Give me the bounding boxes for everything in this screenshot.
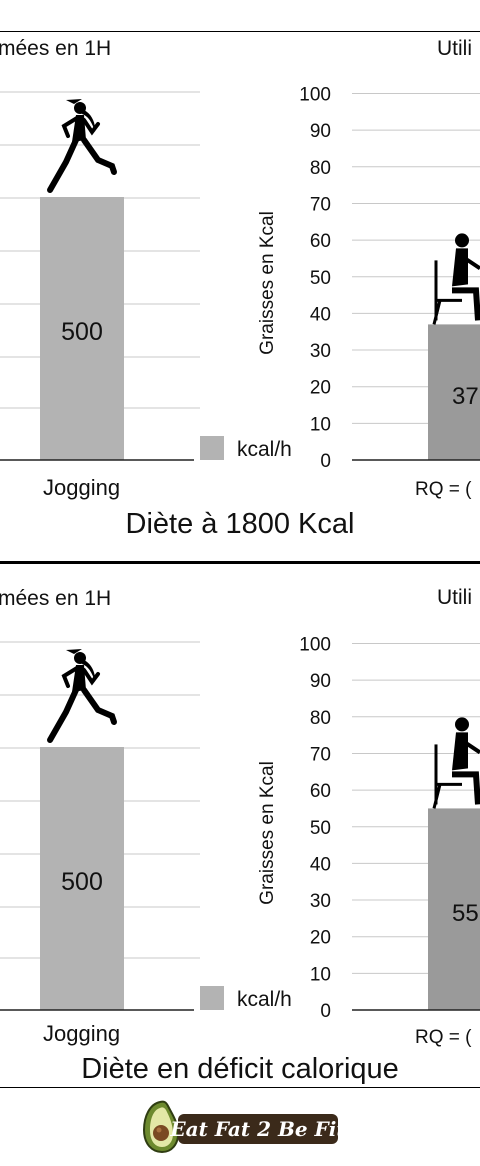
right-chart-title: Utili <box>437 586 472 609</box>
brand-logo: Eat Fat 2 Be Fit <box>142 1100 342 1154</box>
runner-ponytail <box>82 110 96 132</box>
right-chart-title: Utili <box>437 37 472 60</box>
sitter-icon <box>432 233 480 325</box>
left-chart-title: mées en 1H <box>0 37 112 60</box>
sitter-legs <box>452 771 480 805</box>
right-chart: 0 10 20 30 40 50 60 70 80 90 100 55 Graisses en Kcal <box>257 635 480 1022</box>
runner-torso <box>72 665 86 692</box>
panel-1800kcal: mées en 1H Utili 500 0 10 20 30 40 50 60 70 80 90 1… <box>0 0 480 540</box>
runner-cap <box>66 99 82 104</box>
bottom-rule <box>0 1087 480 1088</box>
y-tick-label: 50 <box>310 818 331 839</box>
y-tick-label: 100 <box>299 635 331 656</box>
y-tick-label: 70 <box>310 744 331 765</box>
runner-head <box>74 652 86 664</box>
sitter-torso <box>452 732 468 771</box>
y-tick-label: 90 <box>310 671 331 692</box>
logo-lettering: Eat Fat 2 Be Fit <box>169 1114 342 1144</box>
left-chart: 500 <box>0 91 200 461</box>
sitter-arm <box>460 738 480 755</box>
chair-leg <box>432 300 442 325</box>
legend-swatch <box>200 436 224 460</box>
runner-torso <box>72 115 86 142</box>
runner-cap <box>66 649 82 654</box>
runner-leg-front <box>81 687 117 725</box>
runner-ponytail <box>82 660 96 682</box>
panel-deficit: mées en 1H Utili 500 0 10 20 30 40 50 60 70 80 90 1… <box>0 550 480 1090</box>
category-label-jogging: Jogging <box>43 1021 121 1046</box>
y-axis-label: Graisses en Kcal <box>257 211 278 355</box>
sitter-icon <box>432 717 480 809</box>
runner-icon <box>47 99 117 193</box>
bar-jogging <box>40 747 124 1010</box>
runner-icon <box>47 649 117 743</box>
y-tick-label: 0 <box>320 1001 331 1022</box>
charts-svg: 500 0 10 20 30 40 50 60 70 80 90 100 37 Graisses en K… <box>0 85 480 472</box>
avocado-icon <box>142 1100 180 1154</box>
runner-leg-back <box>47 687 79 743</box>
caption-1800kcal: Diète à 1800 Kcal <box>125 508 355 540</box>
y-tick-label: 40 <box>310 854 331 875</box>
top-rule <box>0 31 480 32</box>
data-label-jogging: 500 <box>61 318 103 346</box>
y-tick-label: 70 <box>310 194 331 215</box>
y-tick-label: 10 <box>310 964 331 985</box>
y-tick-label: 80 <box>310 158 331 179</box>
sitter-torso <box>452 248 468 287</box>
runner-arm-front <box>82 118 100 136</box>
y-tick-label: 50 <box>310 268 331 289</box>
charts-svg: 500 0 10 20 30 40 50 60 70 80 90 100 55 Graisses en K… <box>0 635 480 1022</box>
bar-jogging <box>40 197 124 460</box>
y-tick-label: 30 <box>310 341 331 362</box>
y-tick-label: 90 <box>310 121 331 142</box>
category-label-jogging: Jogging <box>43 475 121 500</box>
legend-swatch <box>200 986 224 1010</box>
chair-leg <box>432 784 442 809</box>
y-axis-label: Graisses en Kcal <box>257 761 278 905</box>
sitter-head <box>455 233 469 248</box>
data-label-rq: 55 <box>452 900 479 927</box>
runner-leg-back <box>47 137 79 193</box>
y-tick-label: 60 <box>310 781 331 802</box>
legend-label: kcal/h <box>237 438 292 461</box>
section-divider <box>0 561 480 564</box>
y-tick-label: 20 <box>310 928 331 949</box>
left-chart: 500 <box>0 641 200 1011</box>
runner-arm-front <box>82 668 100 686</box>
runner-head <box>74 102 86 114</box>
right-chart: 0 10 20 30 40 50 60 70 80 90 100 37 Graisses en Kcal <box>257 85 480 472</box>
sitter-legs <box>452 287 480 321</box>
sitter-head <box>455 717 469 732</box>
left-chart-title: mées en 1H <box>0 587 112 610</box>
y-tick-label: 100 <box>299 85 331 106</box>
y-tick-label: 20 <box>310 378 331 399</box>
rq-label: RQ = ( <box>415 1027 472 1048</box>
rq-label: RQ = ( <box>415 479 472 500</box>
y-tick-label: 0 <box>320 451 331 472</box>
legend-label: kcal/h <box>237 988 292 1011</box>
runner-arm-back <box>61 116 79 138</box>
data-label-jogging: 500 <box>61 868 103 896</box>
runner-arm-back <box>61 666 79 688</box>
y-tick-label: 60 <box>310 231 331 252</box>
svg-text:Eat Fat 2 Be Fit: Eat Fat 2 Be Fit <box>169 1117 342 1141</box>
runner-leg-front <box>81 137 117 175</box>
y-tick-label: 10 <box>310 414 331 435</box>
bar-rq <box>428 324 480 460</box>
data-label-rq: 37 <box>452 383 479 410</box>
bar-rq <box>428 808 480 1010</box>
sitter-arm <box>460 254 480 271</box>
y-tick-label: 30 <box>310 891 331 912</box>
y-tick-label: 80 <box>310 708 331 729</box>
y-tick-label: 40 <box>310 304 331 325</box>
caption-deficit: Diète en déficit calorique <box>81 1053 399 1085</box>
